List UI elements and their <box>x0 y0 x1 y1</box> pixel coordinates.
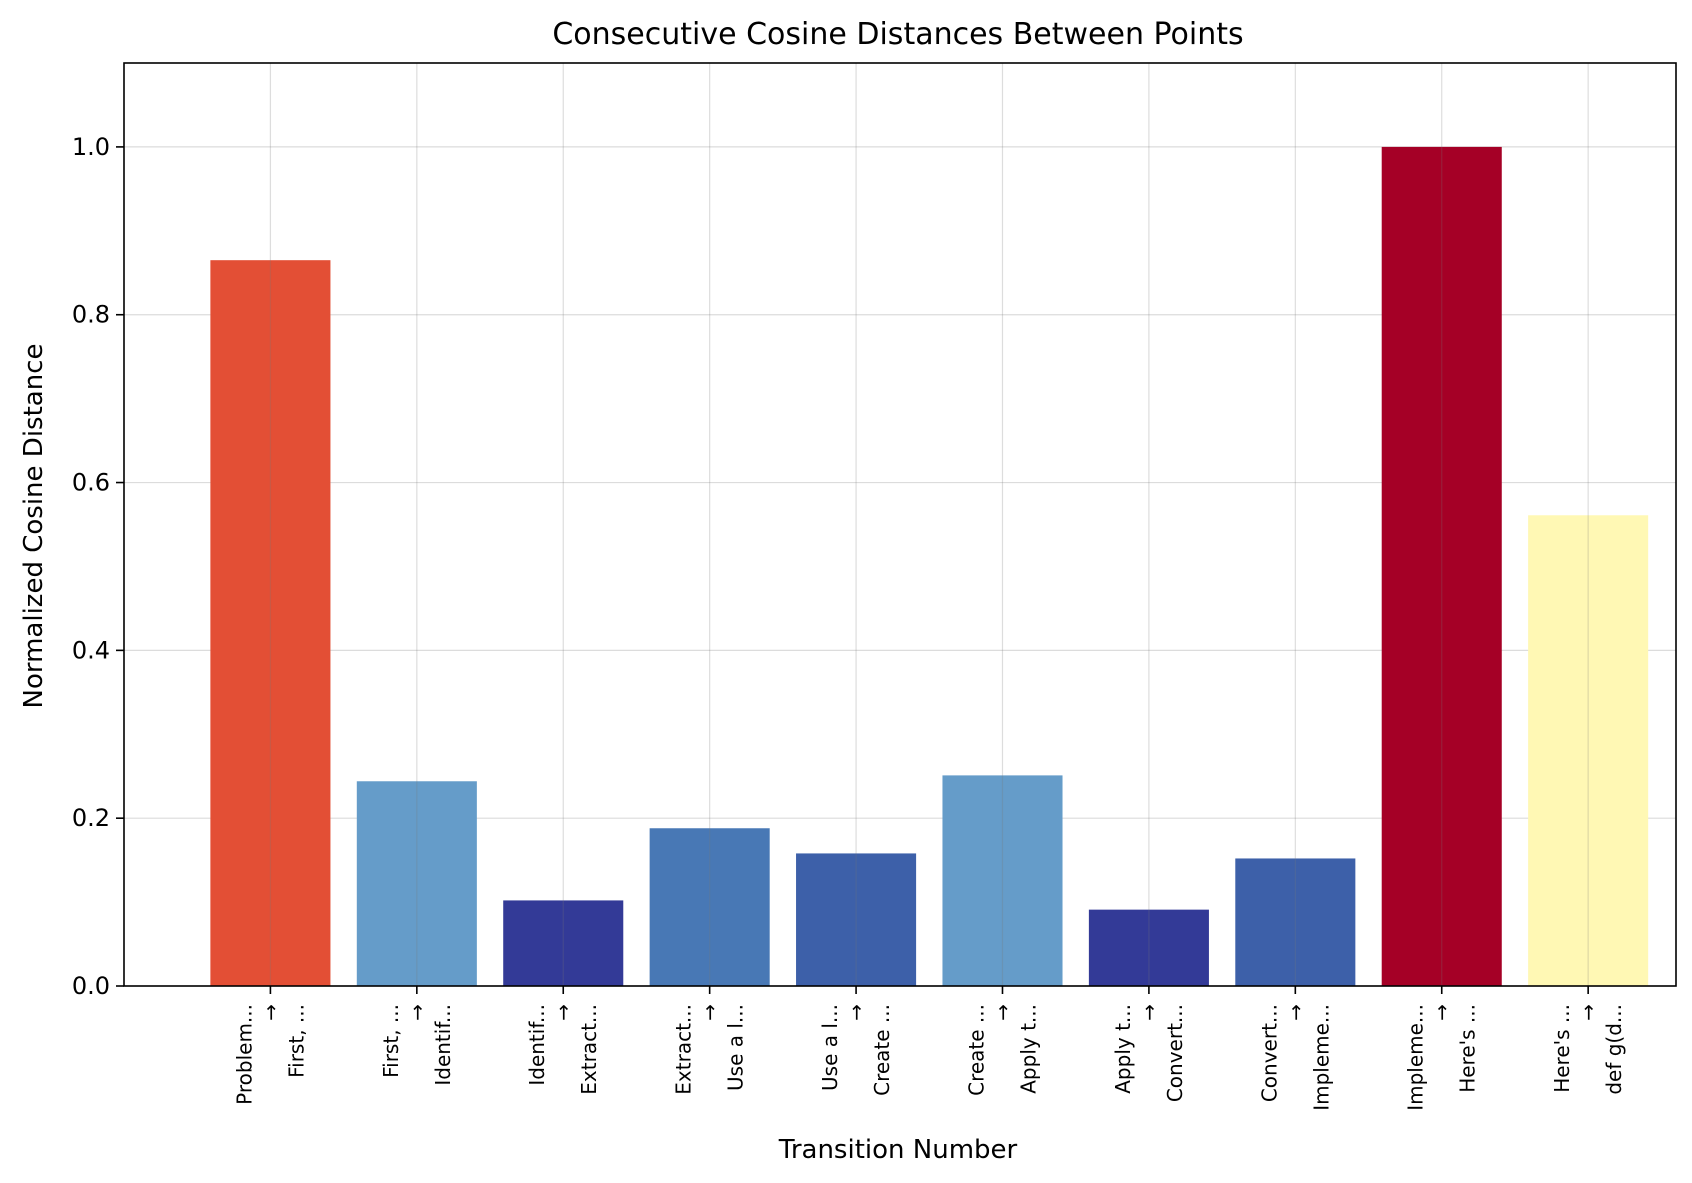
x-axis-ticks: Problem... → First, ... First, ... → Identif.… <box>232 986 1626 1111</box>
y-tick-label: 0.6 <box>72 469 110 497</box>
x-tick-label-arrow: → <box>551 1004 575 1021</box>
x-tick-label-from: Apply t... <box>1111 1004 1135 1094</box>
x-axis-label: Transition Number <box>778 1135 1018 1165</box>
x-tick-label: Convert... → Impleme... <box>1257 1004 1333 1111</box>
x-tick-label-to: Convert... <box>1163 1004 1187 1102</box>
x-tick-label-from: Impleme... <box>1404 1004 1428 1111</box>
x-tick-label-from: Here's ... <box>1550 1004 1574 1093</box>
x-tick-label-arrow: → <box>698 1004 722 1021</box>
x-tick-label: Use a l... → Create ... <box>818 1004 894 1096</box>
x-tick-label-arrow: → <box>844 1004 868 1021</box>
x-tick-label: Apply t... → Convert... <box>1111 1004 1187 1102</box>
x-tick-label-to: Use a l... <box>724 1004 748 1091</box>
x-tick-label: Here's ... → def g(d... <box>1550 1004 1626 1095</box>
x-tick-label-arrow: → <box>1137 1004 1161 1021</box>
x-tick-label-to: First, ... <box>284 1004 308 1078</box>
chart-title: Consecutive Cosine Distances Between Poi… <box>552 17 1243 52</box>
y-tick-label: 0.4 <box>72 636 110 664</box>
bar <box>1088 909 1209 986</box>
x-tick-label-arrow: → <box>1430 1004 1454 1021</box>
y-tick-label: 1.0 <box>72 133 110 161</box>
x-tick-label: Identif... → Extract... <box>525 1004 601 1095</box>
x-tick-label-to: Extract... <box>577 1004 601 1095</box>
bar <box>356 781 477 986</box>
x-tick-label-from: Problem... <box>232 1004 256 1105</box>
x-tick-label-to: Create ... <box>870 1004 894 1096</box>
x-tick-label-arrow: → <box>405 1004 429 1021</box>
bar <box>503 900 624 986</box>
x-tick-label: Impleme... → Here's ... <box>1404 1004 1480 1111</box>
x-tick-label-from: Use a l... <box>818 1004 842 1091</box>
x-tick-label: First, ... → Identif... <box>379 1004 455 1086</box>
grid-lines-vertical <box>269 63 1589 986</box>
x-tick-label-to: Apply t... <box>1016 1004 1040 1094</box>
x-tick-label-to: Identif... <box>431 1004 455 1086</box>
plot-frame <box>123 62 1677 987</box>
x-tick-label: Extract... → Use a l... <box>672 1004 748 1095</box>
y-tick-label: 0.2 <box>72 804 110 832</box>
y-tick-label: 0.0 <box>72 972 110 1000</box>
y-axis-label: Normalized Cosine Distance <box>19 344 49 709</box>
x-tick-label-to: Here's ... <box>1456 1004 1480 1093</box>
bars <box>210 146 1649 987</box>
bar <box>1235 858 1356 986</box>
x-tick-label-from: Extract... <box>672 1004 696 1095</box>
x-tick-label-from: Identif... <box>525 1004 549 1086</box>
x-tick-label: Create ... → Apply t... <box>964 1004 1040 1096</box>
bar <box>942 775 1063 986</box>
x-tick-label-arrow: → <box>258 1004 282 1021</box>
x-tick-label-arrow: → <box>1576 1004 1600 1021</box>
x-tick-label-arrow: → <box>990 1004 1014 1021</box>
bar <box>210 260 331 986</box>
x-tick-label-arrow: → <box>1283 1004 1307 1021</box>
bar <box>1528 515 1649 986</box>
x-tick-label-from: Create ... <box>964 1004 988 1096</box>
y-axis-ticks: 0.0 0.2 0.4 0.6 0.8 1.0 <box>72 133 124 1000</box>
x-tick-label: Problem... → First, ... <box>232 1004 308 1105</box>
x-tick-label-from: Convert... <box>1257 1004 1281 1102</box>
x-tick-label-to: Impleme... <box>1309 1004 1333 1111</box>
x-tick-label-to: def g(d... <box>1602 1004 1626 1095</box>
bar <box>1381 146 1502 987</box>
bar <box>796 853 917 986</box>
bar <box>649 828 770 986</box>
y-tick-label: 0.8 <box>72 301 110 329</box>
x-tick-label-from: First, ... <box>379 1004 403 1078</box>
